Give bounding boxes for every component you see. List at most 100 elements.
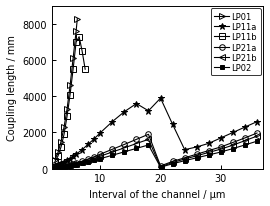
LP11b [59,146,63,149]
LP21b [72,163,75,166]
LP02 [243,144,247,146]
LP11a [207,142,210,145]
LP21b [243,140,247,142]
LP02 [135,147,138,150]
LP01 [65,108,69,111]
LP02 [159,166,162,169]
LP11a [219,137,222,139]
LP02 [53,166,57,169]
LP21a [195,153,198,156]
LP11a [183,149,186,151]
LP21a [111,148,114,151]
LP21a [72,163,75,165]
LP21b [99,155,102,158]
LP21a [69,164,72,166]
LP21a [171,160,174,163]
LP02 [207,154,210,156]
LP11b [75,42,78,44]
Line: LP11a: LP11a [52,95,261,169]
LP21a [53,166,57,169]
LP02 [123,151,126,153]
LP02 [69,165,72,167]
LP11a [255,121,259,123]
LP21b [59,166,63,168]
LP11a [243,126,247,129]
LP21b [93,157,96,160]
LP02 [195,157,198,159]
LP02 [87,161,90,164]
Line: LP11b: LP11b [52,35,88,164]
LP21b [219,148,222,151]
LP21a [59,165,63,168]
LP11a [111,121,114,123]
LP21a [87,158,90,160]
LP21b [56,166,60,169]
LP21a [243,137,247,139]
LP21b [207,151,210,154]
LP21b [87,159,90,162]
Line: LP21a: LP21a [52,131,260,170]
LP21a [62,165,66,167]
LP11a [123,111,126,113]
LP01 [76,18,79,21]
LP11a [53,164,57,166]
LP21b [69,164,72,167]
LP02 [80,163,84,165]
LP11b [62,133,66,136]
LP21b [75,163,78,165]
LP11b [80,51,84,53]
LP01 [56,151,60,154]
LP11a [62,161,66,163]
LP11a [69,158,72,160]
LP21a [219,146,222,149]
LP02 [59,166,63,169]
LP21a [231,142,235,144]
LP11a [59,162,63,165]
LP11a [171,124,174,126]
LP11a [159,97,162,100]
LP21b [53,166,57,169]
LP21b [147,138,150,141]
LP02 [65,165,69,168]
LP21a [80,160,84,163]
LP11a [56,163,60,166]
LP11a [75,153,78,156]
LP11b [83,69,87,71]
LP11b [53,160,57,163]
LP01 [59,141,63,143]
LP21a [207,150,210,152]
LP21b [111,151,114,153]
LP11a [87,143,90,146]
LP21a [123,143,126,146]
LP21a [75,162,78,165]
LP21a [183,157,186,159]
Y-axis label: Coupling length / mm: Coupling length / mm [7,35,17,140]
LP21b [80,161,84,164]
LP11b [65,115,69,118]
LP21a [255,132,259,135]
LP11a [135,103,138,105]
LP21a [56,166,60,168]
LP21b [62,165,66,168]
LP11a [195,146,198,149]
Line: LP21b: LP21b [52,133,261,171]
LP02 [62,166,66,168]
LP21a [65,164,69,167]
LP21b [183,158,186,160]
LP21b [231,144,235,147]
LP01 [72,58,75,60]
LP11b [69,94,72,96]
LP21b [135,143,138,145]
LP01 [62,126,66,129]
LP11a [99,132,102,135]
LP02 [219,151,222,153]
LP21a [159,165,162,167]
LP02 [75,164,78,166]
LP02 [171,163,174,165]
LP02 [231,148,235,150]
LP01 [53,159,57,161]
LP21b [65,165,69,167]
LP11a [65,159,69,162]
X-axis label: Interval of the channel / μm: Interval of the channel / μm [89,189,226,199]
LP11a [231,132,235,134]
